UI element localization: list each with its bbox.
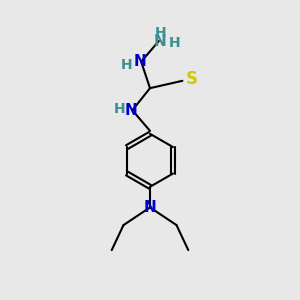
Text: H: H bbox=[114, 102, 126, 116]
Text: N: N bbox=[144, 200, 156, 215]
Text: N: N bbox=[154, 34, 167, 49]
Text: S: S bbox=[186, 70, 198, 88]
Text: N: N bbox=[133, 54, 146, 69]
Text: H: H bbox=[154, 26, 166, 40]
Text: H: H bbox=[169, 35, 181, 50]
Text: N: N bbox=[124, 103, 137, 118]
Text: H: H bbox=[121, 58, 132, 72]
